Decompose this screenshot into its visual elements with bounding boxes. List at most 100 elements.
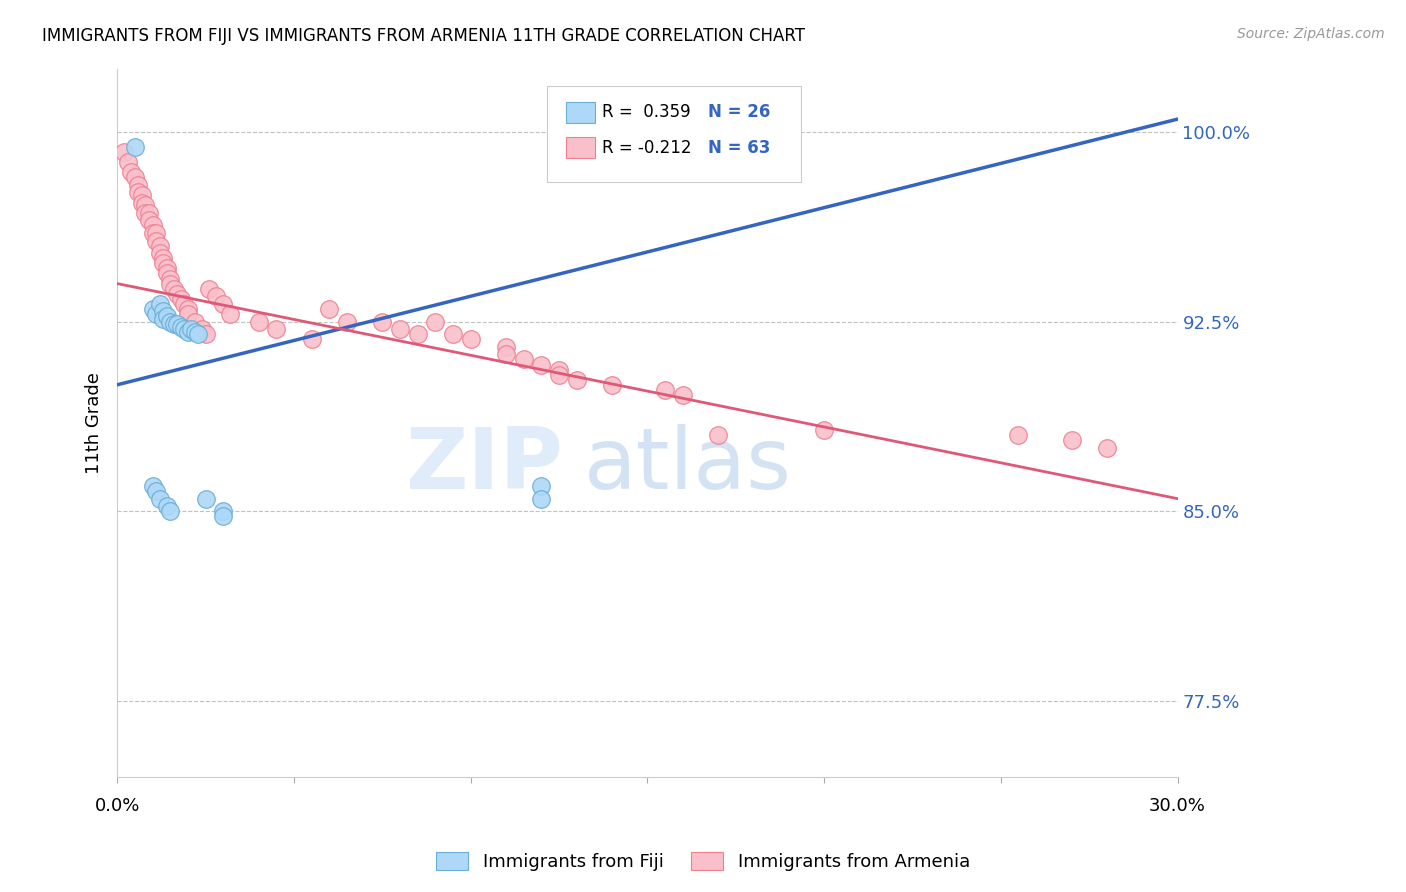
Point [565,373,588,387]
Point [198,282,221,296]
Point [156,310,179,324]
Point [212,509,235,524]
Text: ZIP: ZIP [405,424,562,507]
FancyBboxPatch shape [565,102,595,123]
Point [145,483,167,498]
Point [194,327,217,342]
Point [124,140,146,154]
Point [145,226,167,240]
Point [170,319,193,334]
Point [600,377,623,392]
Point [163,317,186,331]
Point [460,332,482,346]
Point [138,213,160,227]
Point [495,347,517,361]
Point [336,314,359,328]
Point [152,252,174,266]
Point [264,322,287,336]
Point [163,282,186,296]
Point [149,238,172,252]
Point [184,325,207,339]
Point [1060,434,1083,448]
Point [149,246,172,260]
Point [124,170,146,185]
FancyBboxPatch shape [547,87,801,182]
Point [173,297,195,311]
Point [180,322,202,336]
Point [120,165,142,179]
Point [318,301,340,316]
Point [134,198,156,212]
FancyBboxPatch shape [565,137,595,159]
Point [406,327,429,342]
Point [127,186,149,200]
Point [1095,441,1118,455]
Point [141,479,163,493]
Point [512,352,534,367]
Point [156,500,179,514]
Point [212,504,235,518]
Point [388,322,411,336]
Text: Source: ZipAtlas.com: Source: ZipAtlas.com [1237,27,1385,41]
Point [530,479,553,493]
Point [301,332,323,346]
Point [441,327,464,342]
Point [149,491,172,506]
Point [548,362,571,376]
Point [173,322,195,336]
Text: R = -0.212: R = -0.212 [602,139,692,157]
Point [156,261,179,276]
Point [156,267,179,281]
Point [159,271,181,285]
Point [127,178,149,192]
Point [707,428,730,442]
Point [166,317,188,331]
Point [548,368,571,382]
Point [152,312,174,326]
Text: 30.0%: 30.0% [1149,797,1206,815]
Point [149,297,172,311]
Legend: Immigrants from Fiji, Immigrants from Armenia: Immigrants from Fiji, Immigrants from Ar… [429,845,977,879]
Y-axis label: 11th Grade: 11th Grade [86,372,103,474]
Point [141,301,163,316]
Point [152,304,174,318]
Point [159,504,181,518]
Point [112,145,135,159]
Point [187,327,209,342]
Point [177,325,200,339]
Point [177,307,200,321]
Text: R =  0.359: R = 0.359 [602,103,690,121]
Point [530,491,553,506]
Point [170,292,193,306]
Point [145,307,167,321]
Point [425,314,447,328]
Point [1007,428,1029,442]
Point [191,322,214,336]
Text: N = 63: N = 63 [707,139,770,157]
Point [194,491,217,506]
Point [141,219,163,233]
Point [166,286,188,301]
Point [530,358,553,372]
Point [131,188,153,202]
Point [672,388,695,402]
Point [117,155,139,169]
Text: IMMIGRANTS FROM FIJI VS IMMIGRANTS FROM ARMENIA 11TH GRADE CORRELATION CHART: IMMIGRANTS FROM FIJI VS IMMIGRANTS FROM … [42,27,806,45]
Point [141,226,163,240]
Point [219,307,242,321]
Text: N = 26: N = 26 [707,103,770,121]
Point [212,297,235,311]
Point [134,205,156,219]
Text: atlas: atlas [583,424,792,507]
Point [131,195,153,210]
Point [205,289,228,303]
Point [159,314,181,328]
Point [371,314,394,328]
Point [813,423,835,437]
Point [495,340,517,354]
Text: 0.0%: 0.0% [94,797,139,815]
Point [654,383,676,397]
Point [177,301,200,316]
Point [145,234,167,248]
Point [152,256,174,270]
